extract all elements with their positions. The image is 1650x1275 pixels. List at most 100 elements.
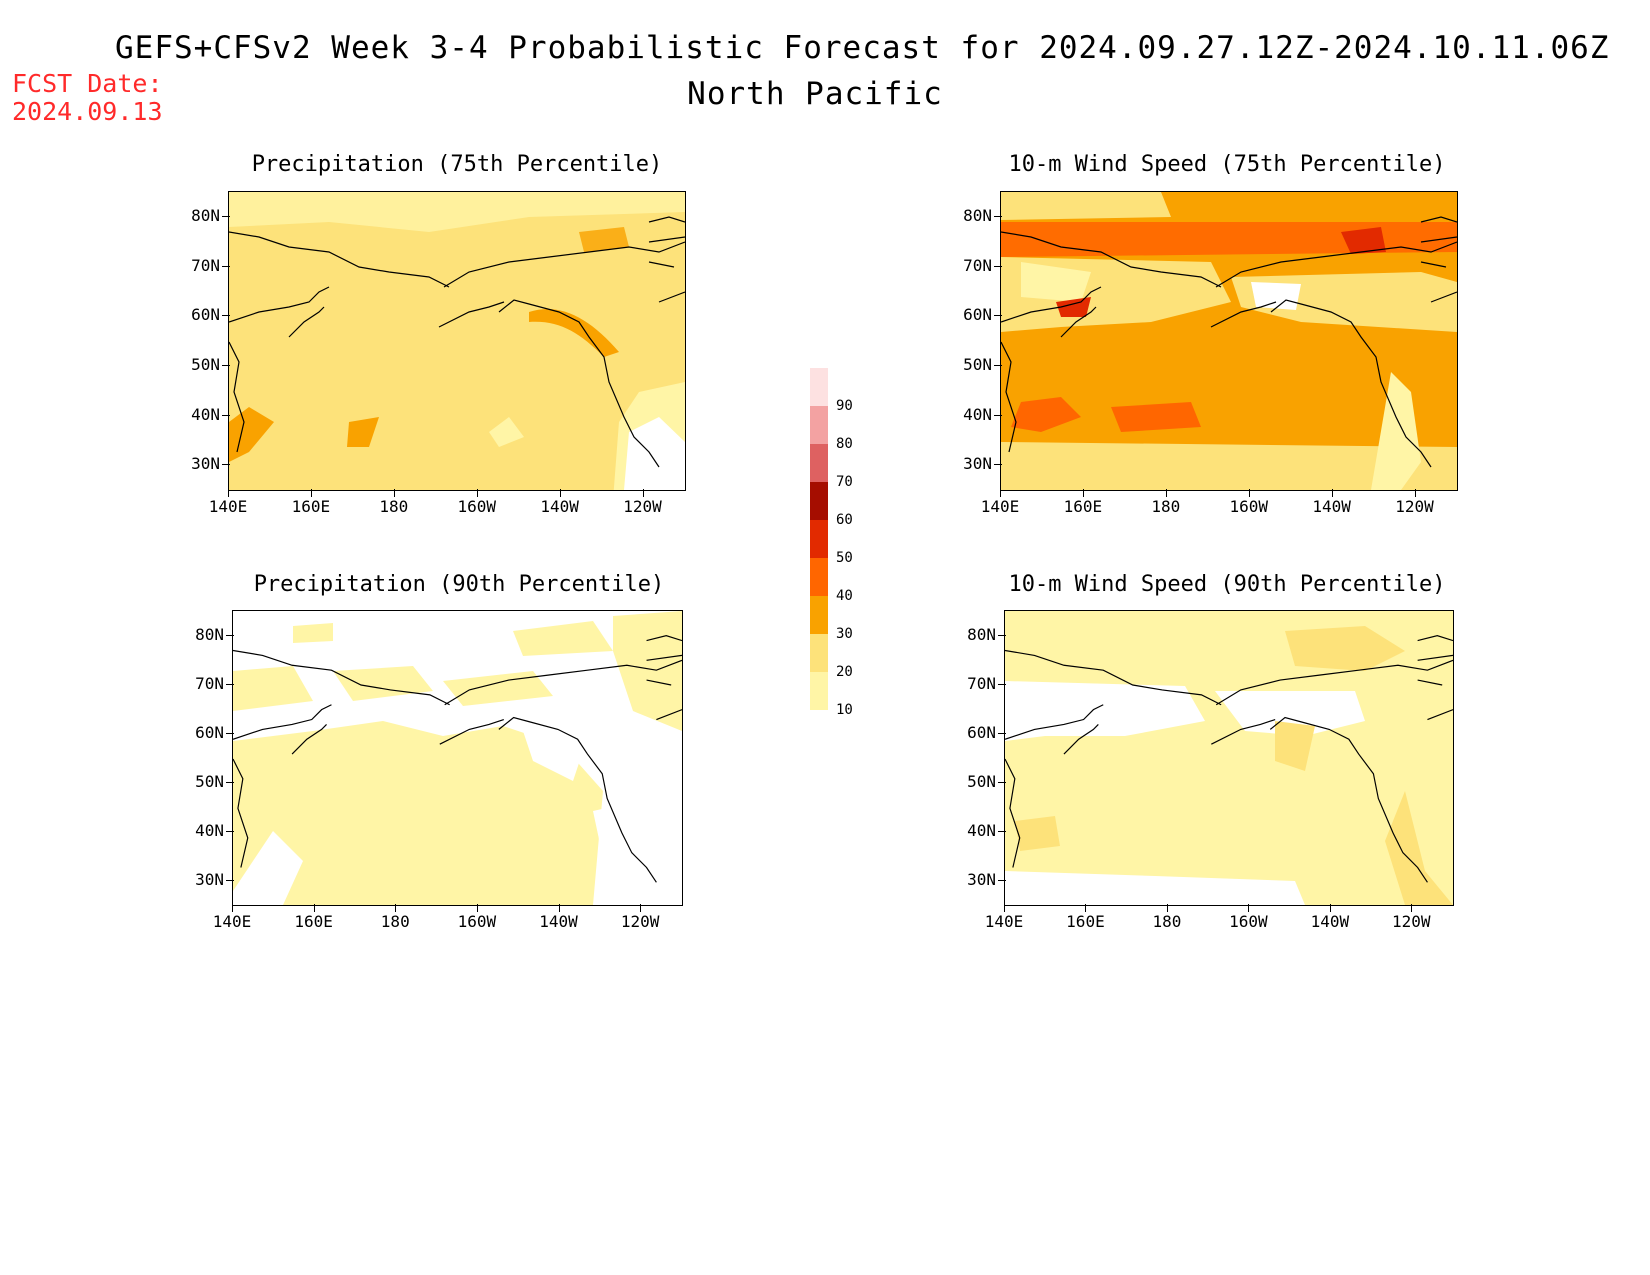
- page-title: GEFS+CFSv2 Week 3-4 Probabilistic Foreca…: [115, 30, 1610, 66]
- coastline: [1420, 216, 1457, 303]
- lat-label: 30N: [967, 869, 996, 889]
- lat-label: 80N: [195, 624, 224, 644]
- coastline: [438, 301, 505, 328]
- lon-label: 180: [379, 497, 409, 516]
- lon-label: 120W: [1395, 497, 1434, 516]
- fcst-date-value: 2024.09.13: [12, 97, 163, 126]
- coastline: [288, 306, 325, 338]
- lon-tick: [313, 904, 315, 912]
- lat-tick: [222, 315, 230, 317]
- colorbar-segment: [810, 368, 828, 406]
- lat-label: 50N: [191, 354, 220, 374]
- panel-title-precip-90: Precipitation (90th Percentile): [253, 572, 665, 597]
- lon-tick: [476, 489, 478, 497]
- colorbar-segment: [810, 558, 828, 596]
- lon-tick: [232, 904, 233, 912]
- map-precip-75: [228, 191, 686, 491]
- lon-label: 120W: [623, 497, 662, 516]
- lat-label: 30N: [195, 869, 224, 889]
- lon-label: 140E: [208, 497, 248, 516]
- lat-label: 80N: [967, 624, 996, 644]
- lon-tick: [1166, 904, 1168, 912]
- map-precip-90: [232, 610, 683, 906]
- coastline: [1001, 286, 1102, 323]
- coastline: [1215, 241, 1457, 288]
- lat-label: 60N: [967, 722, 996, 742]
- fcst-date-label: FCST Date:: [12, 69, 163, 98]
- lat-tick: [994, 414, 1002, 416]
- lon-tick: [1000, 489, 1001, 497]
- lon-label: 160E: [1063, 497, 1103, 516]
- colorbar-label: 20: [836, 664, 853, 680]
- lon-tick: [1004, 904, 1005, 912]
- colorbar-label: 70: [836, 474, 853, 490]
- coastline: [1060, 306, 1097, 338]
- lon-label: 140E: [984, 912, 1024, 931]
- lon-tick: [558, 904, 560, 912]
- coastline: [1005, 649, 1222, 706]
- lon-label: 160E: [291, 497, 331, 516]
- coastline: [229, 286, 330, 323]
- lat-tick: [998, 879, 1006, 881]
- coastline: [648, 216, 685, 303]
- coastline: [291, 724, 327, 755]
- coastline: [1005, 704, 1104, 740]
- lat-tick: [998, 634, 1006, 636]
- coastline: [233, 649, 450, 706]
- coastline: [1215, 659, 1453, 706]
- lat-label: 70N: [195, 673, 224, 693]
- lon-tick: [559, 489, 561, 497]
- lat-label: 80N: [191, 205, 220, 225]
- coastline: [498, 299, 660, 468]
- coastline: [646, 635, 682, 721]
- coastline: [1270, 299, 1432, 468]
- lon-label: 160W: [457, 497, 496, 516]
- lon-tick: [310, 489, 312, 497]
- colorbar-segment: [810, 520, 828, 558]
- lon-label: 140W: [540, 497, 579, 516]
- lon-label: 120W: [1392, 912, 1431, 931]
- lon-tick: [1248, 904, 1250, 912]
- lon-tick: [395, 904, 397, 912]
- lon-tick: [1411, 904, 1413, 912]
- lat-label: 50N: [195, 771, 224, 791]
- lon-tick: [228, 489, 229, 497]
- lon-tick: [393, 489, 395, 497]
- colorbar-label: 50: [836, 550, 853, 566]
- lat-tick: [994, 265, 1002, 267]
- lat-tick: [222, 464, 230, 466]
- lon-tick: [1414, 489, 1416, 497]
- lon-label: 160W: [457, 912, 497, 931]
- lat-label: 40N: [963, 404, 992, 424]
- coastline: [444, 659, 682, 706]
- colorbar-label: 30: [836, 626, 853, 642]
- lon-tick: [1082, 489, 1084, 497]
- lat-label: 80N: [963, 205, 992, 225]
- map-wind-75: [1000, 191, 1458, 491]
- map-wind-90: [1004, 610, 1454, 906]
- lat-tick: [998, 732, 1006, 734]
- lon-tick: [1085, 904, 1087, 912]
- forecast-date-block: FCST Date: 2024.09.13: [12, 70, 163, 126]
- lat-label: 60N: [191, 305, 220, 325]
- lon-label: 140W: [1312, 497, 1351, 516]
- coastline: [233, 704, 332, 740]
- colorbar-segment: [810, 672, 828, 710]
- lat-tick: [994, 215, 1002, 217]
- lon-label: 160W: [1229, 912, 1268, 931]
- lat-label: 40N: [195, 820, 224, 840]
- coastline: [1211, 718, 1276, 745]
- lat-tick: [994, 315, 1002, 317]
- lat-label: 30N: [963, 454, 992, 474]
- lat-tick: [998, 683, 1006, 685]
- lon-label: 140W: [1310, 912, 1350, 931]
- lon-label: 160E: [1066, 912, 1105, 931]
- coastline: [233, 758, 249, 868]
- coastline: [1210, 301, 1277, 328]
- colorbar-label: 60: [836, 512, 853, 528]
- lon-tick: [476, 904, 478, 912]
- lat-tick: [222, 364, 230, 366]
- lat-tick: [222, 265, 230, 267]
- lon-tick: [1248, 489, 1250, 497]
- coastline: [229, 231, 450, 288]
